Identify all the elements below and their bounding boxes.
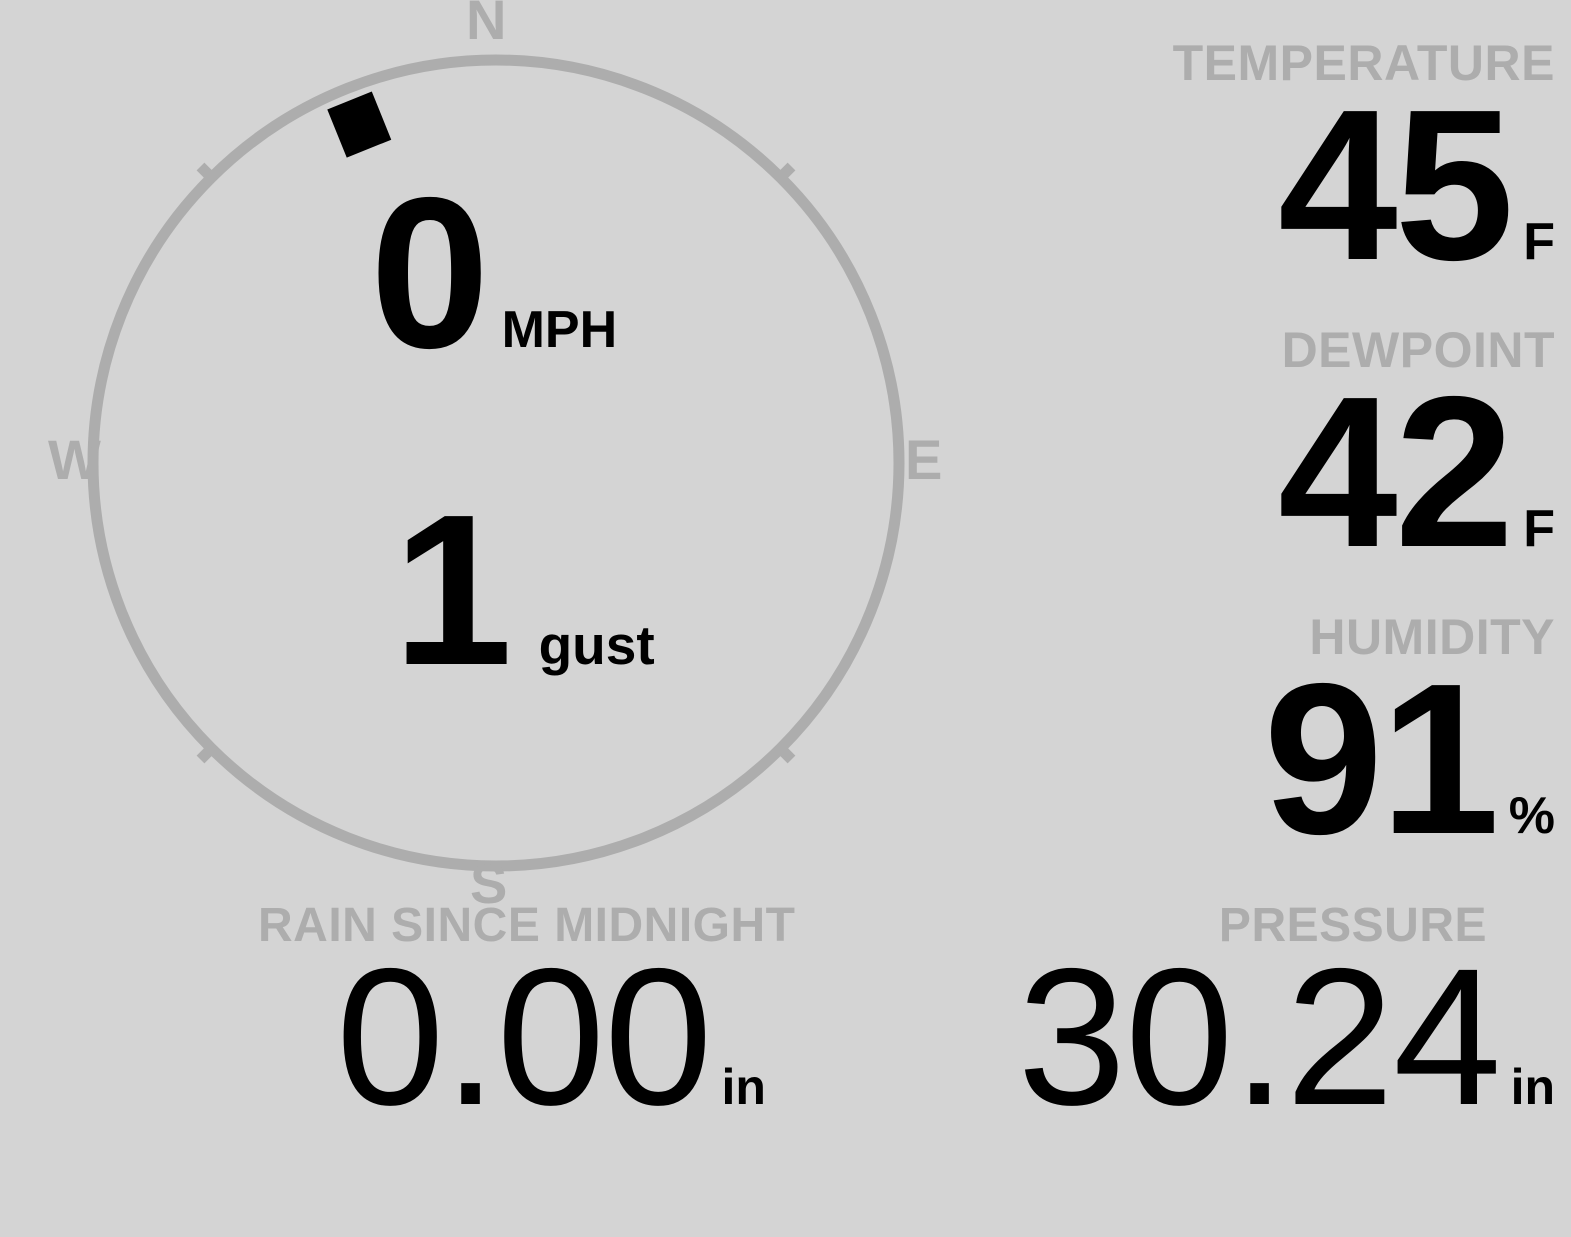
stat-pressure-value-row: 30.24 in [1017, 928, 1555, 1146]
stat-dewpoint-value-row: 42 F [1278, 351, 1555, 592]
stat-rain-unit: in [721, 1059, 766, 1115]
wind-speed-value: 0 [370, 152, 490, 393]
compass-ring [87, 54, 905, 872]
stat-dewpoint-label: DEWPOINT [1281, 322, 1555, 378]
compass-label-east: E [905, 428, 943, 491]
stat-rain-since-midnight: RAIN SINCE MIDNIGHT 0.00 in [258, 899, 796, 1146]
stat-rain-value: 0.00 [336, 928, 713, 1146]
stat-temperature-label: TEMPERATURE [1172, 35, 1555, 91]
stat-temperature-unit: F [1523, 213, 1555, 271]
wind-speed-unit: MPH [501, 301, 618, 359]
stat-temperature-value-row: 45 F [1173, 64, 1555, 305]
stat-pressure-label: PRESSURE [1218, 899, 1487, 952]
stat-humidity-value-row: 91 % [1263, 638, 1555, 879]
compass-ticks [196, 162, 796, 764]
stat-dewpoint-unit: F [1523, 500, 1555, 558]
wind-speed-readout: 0 MPH [370, 152, 618, 393]
stat-rain-value-row: 0.00 in [258, 928, 796, 1146]
wind-dial-panel: N E S W 0 MPH 1 gust [0, 0, 990, 930]
stat-pressure-value: 30.24 [1017, 928, 1502, 1146]
compass-label-south: S [470, 852, 508, 915]
compass-label-west: W [48, 428, 101, 491]
compass-dial-graphic [87, 54, 905, 872]
stat-humidity: HUMIDITY 91 % [1263, 609, 1555, 879]
stat-dewpoint-value: 42 [1278, 351, 1514, 592]
wind-gust-readout: 1 gust [393, 469, 655, 710]
stat-humidity-unit: % [1508, 787, 1555, 845]
stat-humidity-label: HUMIDITY [1309, 609, 1555, 665]
wind-gust-value: 1 [393, 469, 513, 710]
stat-temperature: TEMPERATURE 45 F [1172, 35, 1555, 305]
stat-temperature-value: 45 [1278, 64, 1514, 305]
compass-label-north: N [466, 0, 507, 51]
stat-humidity-value: 91 [1263, 638, 1500, 879]
wind-direction-pointer [327, 91, 392, 158]
wind-gust-unit: gust [538, 614, 655, 676]
stat-dewpoint: DEWPOINT 42 F [1278, 322, 1555, 592]
stat-rain-label: RAIN SINCE MIDNIGHT [258, 899, 796, 952]
stat-pressure-unit: in [1510, 1059, 1555, 1115]
stat-pressure: PRESSURE 30.24 in [1017, 899, 1555, 1146]
